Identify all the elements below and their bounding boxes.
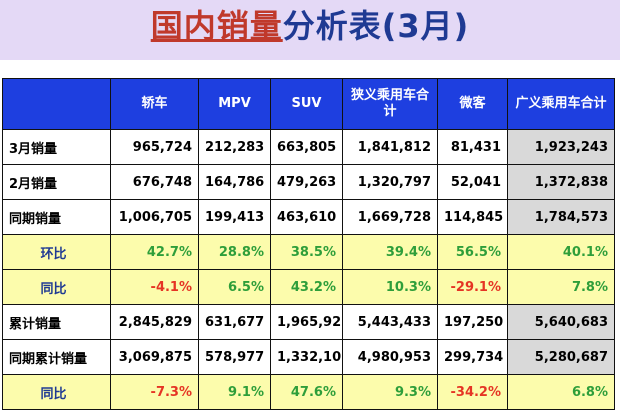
table-row: 环比 42.7% 28.8% 38.5% 39.4% 56.5% 40.1% [2,234,615,270]
table-row: 3月销量 965,724 212,283 663,805 1,841,812 81,431… [2,129,615,165]
table-cell: -7.3% [110,374,199,410]
table-cell: 3,069,875 [110,339,199,375]
table-cell: 1,923,243 [507,129,615,165]
table-cell: 631,677 [198,304,271,340]
table-cell: 81,431 [437,129,508,165]
table-cell: 1,841,812 [342,129,438,165]
column-header: SUV [270,78,343,130]
table-cell: 1,320,797 [342,164,438,200]
table-cell: 212,283 [198,129,271,165]
table-cell: 5,280,687 [507,339,615,375]
table-cell: 5,443,433 [342,304,438,340]
table-cell: 10.3% [342,269,438,305]
table-cell: 52,041 [437,164,508,200]
row-label: 同比 [2,374,111,410]
table-cell: 1,006,705 [110,199,199,235]
header-corner [2,78,111,130]
table-cell: 1,372,838 [507,164,615,200]
table-cell: 1,784,573 [507,199,615,235]
row-label: 同期销量 [2,199,111,235]
column-header: 狭义乘用车合计 [342,78,438,130]
table-cell: 40.1% [507,234,615,270]
table-cell: 479,263 [270,164,343,200]
table-cell: 9.3% [342,374,438,410]
table-cell: 4,980,953 [342,339,438,375]
table-cell: 47.6% [270,374,343,410]
table-row: 同比 -4.1% 6.5% 43.2% 10.3% -29.1% 7.8% [2,269,615,305]
table-row: 累计销量2,845,829631,6771,965,9275,443,43319… [2,304,615,340]
row-label: 环比 [2,234,111,270]
column-header: 轿车 [110,78,199,130]
table-row: 2月销量 676,748 164,786 479,263 1,320,797 52,041… [2,164,615,200]
table-cell: 9.1% [198,374,271,410]
column-header: 广义乘用车合计 [507,78,615,130]
page-title: 国内销量分析表(3月) [0,6,620,46]
title-rest: 分析表(3月) [282,7,470,45]
table-row: 同期累计销量3,069,875578,9771,332,1014,980,953… [2,339,615,375]
table-cell: 578,977 [198,339,271,375]
table-cell: 676,748 [110,164,199,200]
title-banner: 国内销量分析表(3月) [0,0,620,60]
header-row: 轿车 MPV SUV 狭义乘用车合计 微客 广义乘用车合计 [2,78,615,130]
table-cell: 6.8% [507,374,615,410]
table-cell: 114,845 [437,199,508,235]
column-header: MPV [198,78,271,130]
row-label: 同期累计销量 [2,339,111,375]
table-cell: -4.1% [110,269,199,305]
table-row: 同比 -7.3% 9.1% 47.6% 9.3% -34.2% 6.8% [2,374,615,410]
table-cell: 2,845,829 [110,304,199,340]
table-cell: 164,786 [198,164,271,200]
row-label: 3月销量 [2,129,111,165]
table-cell: 463,610 [270,199,343,235]
sales-table: 轿车 MPV SUV 狭义乘用车合计 微客 广义乘用车合计 3月销量 965,72… [2,78,615,410]
table-cell: 299,734 [437,339,508,375]
table-cell: 6.5% [198,269,271,305]
table-cell: 1,669,728 [342,199,438,235]
table-cell: 663,805 [270,129,343,165]
table-cell: 1,965,927 [270,304,343,340]
table-cell: 197,250 [437,304,508,340]
table-cell: 39.4% [342,234,438,270]
row-label: 2月销量 [2,164,111,200]
table-row: 同期销量 1,006,705 199,413 463,610 1,669,728 114,… [2,199,615,235]
table-cell: 5,640,683 [507,304,615,340]
table-cell: 7.8% [507,269,615,305]
table-cell: -29.1% [437,269,508,305]
table-cell: -34.2% [437,374,508,410]
table-cell: 1,332,101 [270,339,343,375]
table-cell: 43.2% [270,269,343,305]
table-cell: 199,413 [198,199,271,235]
table-cell: 965,724 [110,129,199,165]
table-cell: 28.8% [198,234,271,270]
table-cell: 42.7% [110,234,199,270]
title-highlight: 国内销量 [150,7,283,45]
table-cell: 56.5% [437,234,508,270]
column-header: 微客 [437,78,508,130]
table-cell: 38.5% [270,234,343,270]
row-label: 同比 [2,269,111,305]
row-label: 累计销量 [2,304,111,340]
